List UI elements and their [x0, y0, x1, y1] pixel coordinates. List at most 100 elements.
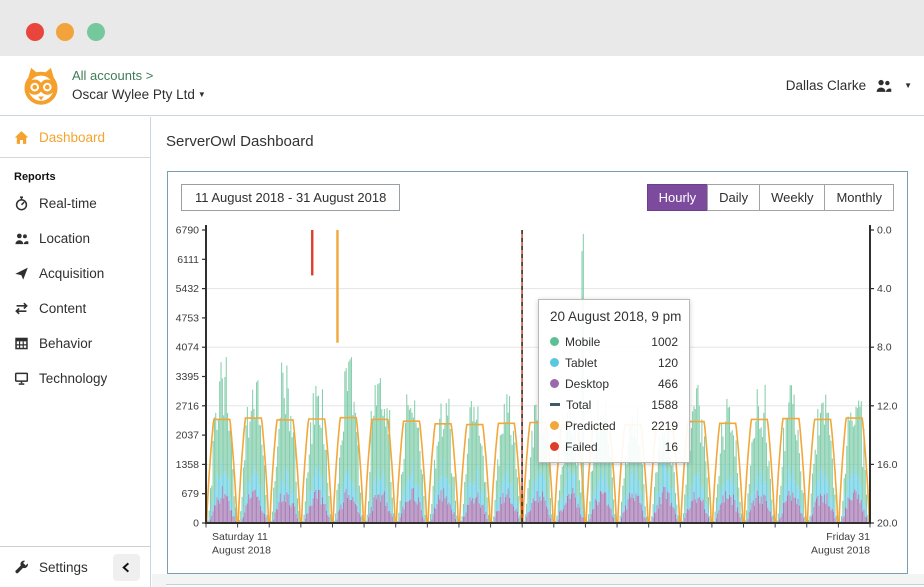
svg-text:16.0: 16.0 — [877, 459, 898, 471]
tooltip-row: Predicted 2219 — [550, 415, 678, 436]
chart-card: 11 August 2018 - 31 August 2018 Hourly D… — [167, 171, 908, 574]
sidebar-item-label: Dashboard — [39, 129, 106, 145]
main-content: ServerOwl Dashboard 11 August 2018 - 31 … — [152, 117, 924, 587]
sidebar-item-technology[interactable]: Technology — [0, 361, 150, 396]
user-name: Dallas Clarke — [785, 78, 867, 93]
breadcrumb: All accounts > — [72, 68, 154, 83]
sidebar-item-label: Technology — [39, 371, 108, 386]
sidebar-item-dashboard[interactable]: Dashboard — [0, 117, 150, 158]
svg-text:4753: 4753 — [176, 312, 200, 324]
svg-text:5432: 5432 — [176, 283, 200, 295]
tooltip-series-value: 466 — [657, 376, 678, 391]
zoom-window-button[interactable] — [87, 23, 105, 41]
sidebar-item-label: Real-time — [39, 196, 97, 211]
svg-text:2716: 2716 — [176, 400, 200, 412]
swap-icon — [14, 301, 29, 316]
window-titlebar — [0, 0, 924, 56]
failed-series-marker — [550, 442, 559, 451]
sidebar-item-location[interactable]: Location — [0, 221, 150, 256]
caret-down-icon: ▼ — [197, 90, 206, 99]
tooltip-row: Total 1588 — [550, 394, 678, 415]
sidebar-item-real-time[interactable]: Real-time — [0, 186, 150, 221]
app-header: All accounts > Oscar Wylee Pty Ltd ▼ Dall… — [0, 56, 924, 116]
table-icon — [14, 336, 29, 351]
chart-tooltip: 20 August 2018, 9 pm Mobile 1002 Tablet 120… — [538, 299, 690, 463]
sidebar-item-label: Behavior — [39, 336, 93, 351]
svg-text:12.0: 12.0 — [877, 400, 898, 412]
sidebar-item-label: Location — [39, 231, 91, 246]
svg-text:0: 0 — [193, 518, 199, 530]
sidebar-item-behavior[interactable]: Behavior — [0, 326, 150, 361]
tooltip-series-label: Tablet — [565, 355, 598, 370]
sidebar-item-label: Settings — [39, 559, 88, 575]
page-title: ServerOwl Dashboard — [166, 133, 314, 150]
next-card-edge — [166, 584, 924, 587]
svg-text:1358: 1358 — [176, 459, 200, 471]
svg-text:4074: 4074 — [176, 342, 200, 354]
svg-text:4.0: 4.0 — [877, 283, 892, 295]
sidebar-item-label: Acquisition — [39, 266, 105, 281]
tooltip-series-label: Failed — [565, 439, 598, 454]
tooltip-row: Failed 16 — [550, 436, 678, 457]
tooltip-row: Mobile 1002 — [550, 331, 678, 352]
sidebar-item-settings[interactable]: Settings — [0, 546, 150, 587]
date-range-button[interactable]: 11 August 2018 - 31 August 2018 — [181, 184, 401, 211]
svg-text:2037: 2037 — [176, 430, 200, 442]
monitor-icon — [14, 371, 29, 386]
tooltip-series-value: 1588 — [651, 397, 678, 412]
tablet-series-marker — [550, 358, 559, 367]
user-menu[interactable]: Dallas Clarke ▼ — [786, 56, 912, 115]
sidebar-section-reports: Reports — [14, 171, 56, 183]
home-icon — [14, 130, 29, 145]
chevron-left-icon — [122, 562, 130, 572]
sidebar-item-label: Content — [39, 301, 87, 316]
owl-logo-icon — [19, 64, 63, 113]
granularity-monthly-button[interactable]: Monthly — [824, 184, 894, 211]
predicted-series-marker — [550, 421, 559, 430]
stopwatch-icon — [14, 196, 29, 211]
wrench-icon — [14, 560, 29, 575]
granularity-daily-button[interactable]: Daily — [707, 184, 761, 211]
granularity-weekly-button[interactable]: Weekly — [759, 184, 826, 211]
caret-down-icon: ▼ — [904, 81, 912, 90]
svg-text:3395: 3395 — [176, 371, 200, 383]
content-background — [152, 574, 924, 587]
close-window-button[interactable] — [26, 23, 44, 41]
tooltip-series-label: Mobile — [565, 334, 601, 349]
tooltip-series-label: Predicted — [565, 418, 616, 433]
sidebar-item-content[interactable]: Content — [0, 291, 150, 326]
svg-text:20.0: 20.0 — [877, 518, 898, 530]
minimize-window-button[interactable] — [56, 23, 74, 41]
account-name: Oscar Wylee Pty Ltd — [72, 87, 195, 102]
users-icon — [875, 77, 892, 94]
svg-text:8.0: 8.0 — [877, 342, 892, 354]
svg-text:Friday 31: Friday 31 — [826, 531, 870, 543]
tooltip-series-value: 120 — [657, 355, 678, 370]
tooltip-title: 20 August 2018, 9 pm — [550, 309, 682, 324]
svg-text:Saturday 11: Saturday 11 — [212, 531, 268, 543]
mobile-series-marker — [550, 337, 559, 346]
account-switcher[interactable]: All accounts > Oscar Wylee Pty Ltd ▼ — [72, 66, 206, 104]
svg-text:6111: 6111 — [177, 254, 199, 266]
tooltip-series-value: 1002 — [651, 334, 678, 349]
tooltip-series-label: Desktop — [565, 376, 610, 391]
svg-text:August 2018: August 2018 — [811, 545, 870, 557]
tooltip-series-label: Total — [566, 397, 592, 412]
tooltip-row: Tablet 120 — [550, 352, 678, 373]
svg-text:679: 679 — [181, 488, 199, 500]
desktop-series-marker — [550, 379, 559, 388]
tooltip-row: Desktop 466 — [550, 373, 678, 394]
svg-text:0.0: 0.0 — [877, 225, 892, 237]
svg-text:6790: 6790 — [176, 225, 200, 237]
send-icon — [14, 266, 29, 281]
total-series-marker — [550, 403, 560, 406]
granularity-toggle-group: Hourly Daily Weekly Monthly — [646, 184, 894, 211]
svg-text:August 2018: August 2018 — [212, 545, 271, 557]
sidebar: Dashboard Reports Real-time Location Acq… — [0, 117, 151, 587]
users-icon — [14, 231, 29, 246]
tooltip-series-value: 2219 — [651, 418, 678, 433]
sidebar-item-acquisition[interactable]: Acquisition — [0, 256, 150, 291]
granularity-hourly-button[interactable]: Hourly — [646, 184, 709, 211]
tooltip-series-value: 16 — [664, 439, 678, 454]
sidebar-collapse-button[interactable] — [113, 553, 140, 581]
